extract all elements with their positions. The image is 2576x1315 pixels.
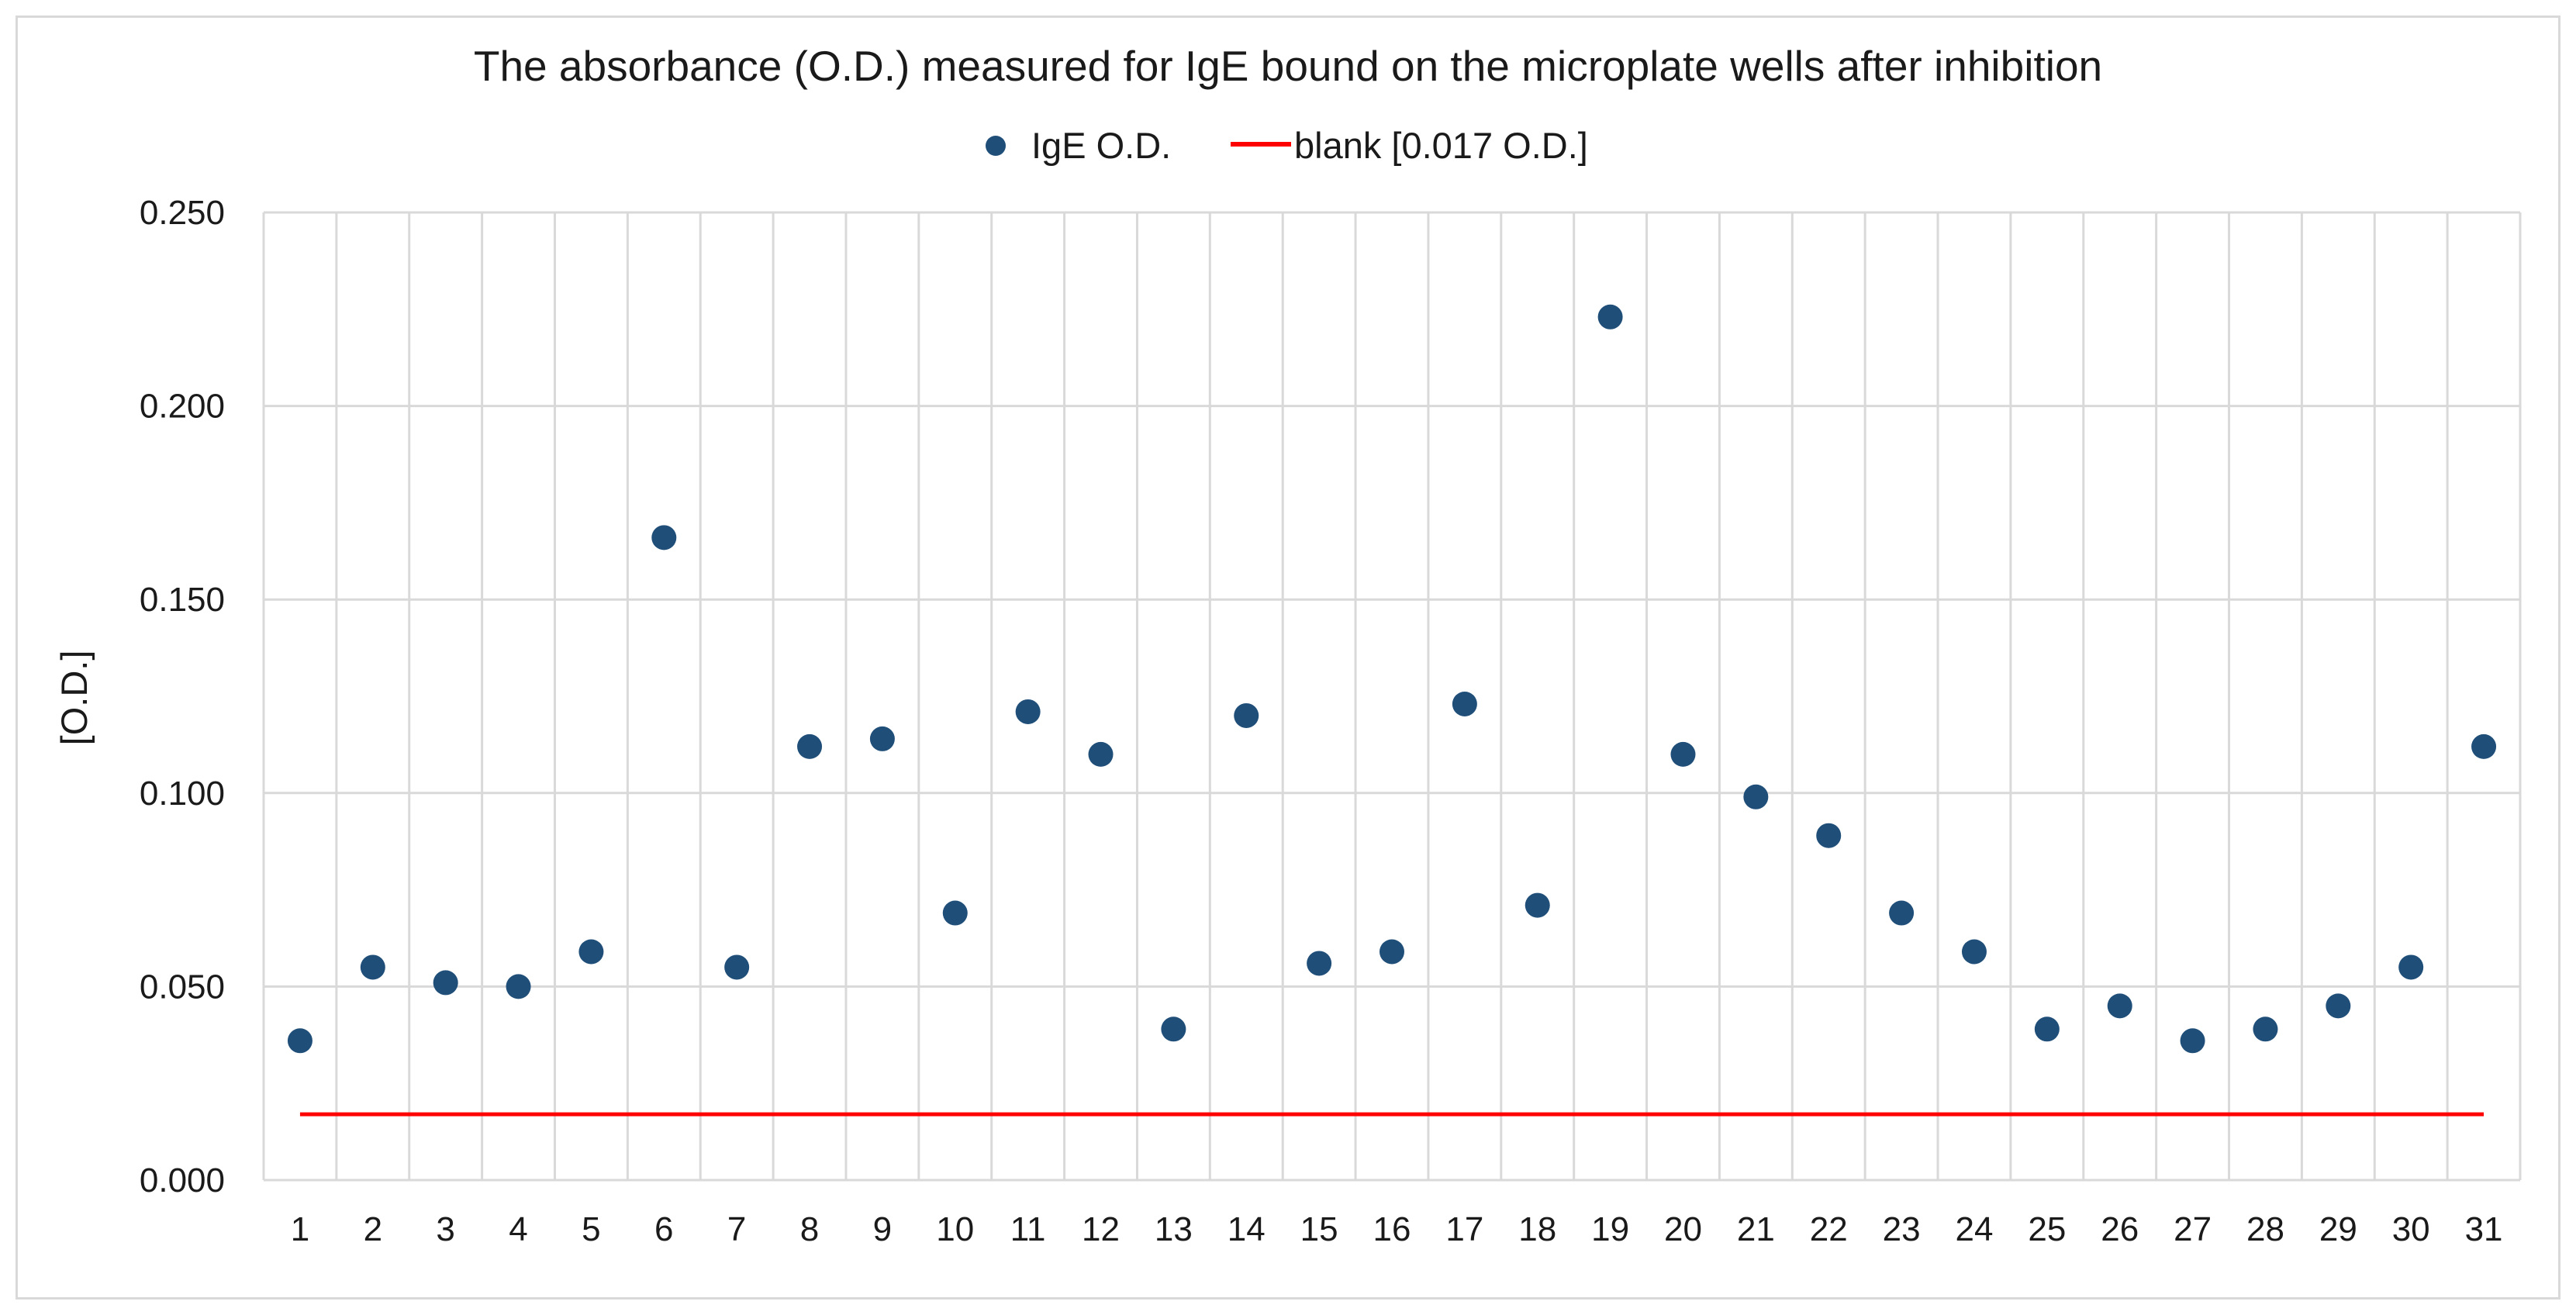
x-tick-label: 29	[2319, 1210, 2357, 1248]
data-point	[2034, 1016, 2060, 1042]
data-point	[1597, 304, 1623, 330]
x-tick-label: 28	[2246, 1210, 2284, 1248]
data-point	[506, 974, 531, 999]
x-tick-label: 21	[1737, 1210, 1775, 1248]
x-tick-label: 4	[509, 1210, 527, 1248]
x-tick-label: 24	[1955, 1210, 1993, 1248]
data-point	[942, 900, 968, 926]
x-tick-label: 23	[1883, 1210, 1921, 1248]
x-tick-label: 3	[436, 1210, 454, 1248]
x-tick-label: 22	[1810, 1210, 1848, 1248]
x-tick-label: 30	[2392, 1210, 2430, 1248]
data-point	[1743, 784, 1769, 809]
data-point	[2326, 993, 2351, 1019]
x-tick-labels: 1 2 3 4 5 6 7 8 9 10 11 12 13 14 15 16 17 18 19 20 21 22 23 24 2…	[291, 1210, 2503, 1248]
legend-marker-ige	[986, 136, 1006, 156]
data-point	[2180, 1028, 2205, 1054]
data-point	[1816, 823, 1842, 848]
gridlines	[262, 211, 2522, 1182]
data-point	[1015, 699, 1041, 724]
x-tick-label: 15	[1300, 1210, 1338, 1248]
data-point	[1452, 691, 1477, 716]
x-tick-label: 10	[936, 1210, 974, 1248]
x-tick-label: 14	[1228, 1210, 1266, 1248]
x-tick-label: 8	[800, 1210, 819, 1248]
y-tick-label: 0.250	[140, 194, 225, 232]
data-point	[1088, 741, 1114, 767]
data-point	[2471, 733, 2497, 759]
x-tick-label: 9	[873, 1210, 892, 1248]
data-point	[1525, 892, 1550, 918]
data-point	[1234, 702, 1259, 728]
data-point	[433, 970, 458, 996]
x-tick-label: 31	[2465, 1210, 2503, 1248]
y-tick-label: 0.100	[140, 775, 225, 813]
data-point	[2398, 954, 2424, 980]
x-tick-label: 7	[727, 1210, 746, 1248]
x-tick-label: 6	[654, 1210, 673, 1248]
x-tick-label: 19	[1591, 1210, 1629, 1248]
x-tick-label: 25	[2028, 1210, 2066, 1248]
x-tick-label: 12	[1082, 1210, 1120, 1248]
x-tick-label: 17	[1445, 1210, 1483, 1248]
data-point	[578, 939, 604, 965]
y-tick-label: 0.050	[140, 968, 225, 1006]
x-tick-label: 26	[2101, 1210, 2139, 1248]
y-tick-label: 0.000	[140, 1161, 225, 1199]
legend-label-blank: blank [0.017 O.D.]	[1294, 125, 1588, 166]
y-tick-label: 0.150	[140, 581, 225, 619]
data-point	[724, 954, 750, 980]
legend-label-ige: IgE O.D.	[1031, 125, 1171, 166]
x-tick-label: 13	[1155, 1210, 1193, 1248]
data-point	[287, 1028, 313, 1054]
x-tick-label: 5	[582, 1210, 600, 1248]
x-tick-label: 1	[291, 1210, 309, 1248]
y-axis-title: [O.D.]	[54, 651, 95, 746]
x-tick-label: 2	[364, 1210, 382, 1248]
data-point	[1380, 939, 1404, 965]
data-point	[869, 726, 895, 751]
x-tick-label: 20	[1664, 1210, 1702, 1248]
y-tick-label: 0.200	[140, 388, 225, 426]
data-point	[651, 525, 677, 551]
data-point	[2107, 993, 2132, 1019]
x-tick-label: 11	[1010, 1210, 1046, 1248]
data-point	[1889, 900, 1915, 926]
data-point	[2253, 1016, 2278, 1042]
chart-title: The absorbance (O.D.) measured for IgE b…	[474, 42, 2102, 90]
chart-frame	[16, 16, 2560, 1299]
data-points	[287, 304, 2497, 1054]
data-point	[797, 733, 823, 759]
y-tick-labels: 0.000 0.050 0.100 0.150 0.200 0.250	[140, 194, 225, 1199]
data-point	[1161, 1016, 1186, 1042]
legend: IgE O.D. blank [0.017 O.D.]	[986, 125, 1588, 166]
x-tick-label: 18	[1518, 1210, 1556, 1248]
x-tick-label: 27	[2174, 1210, 2212, 1248]
data-point	[1307, 951, 1332, 976]
x-tick-label: 16	[1373, 1210, 1411, 1248]
data-point	[360, 954, 385, 980]
data-point	[1670, 741, 1696, 767]
data-point	[1961, 939, 1987, 965]
